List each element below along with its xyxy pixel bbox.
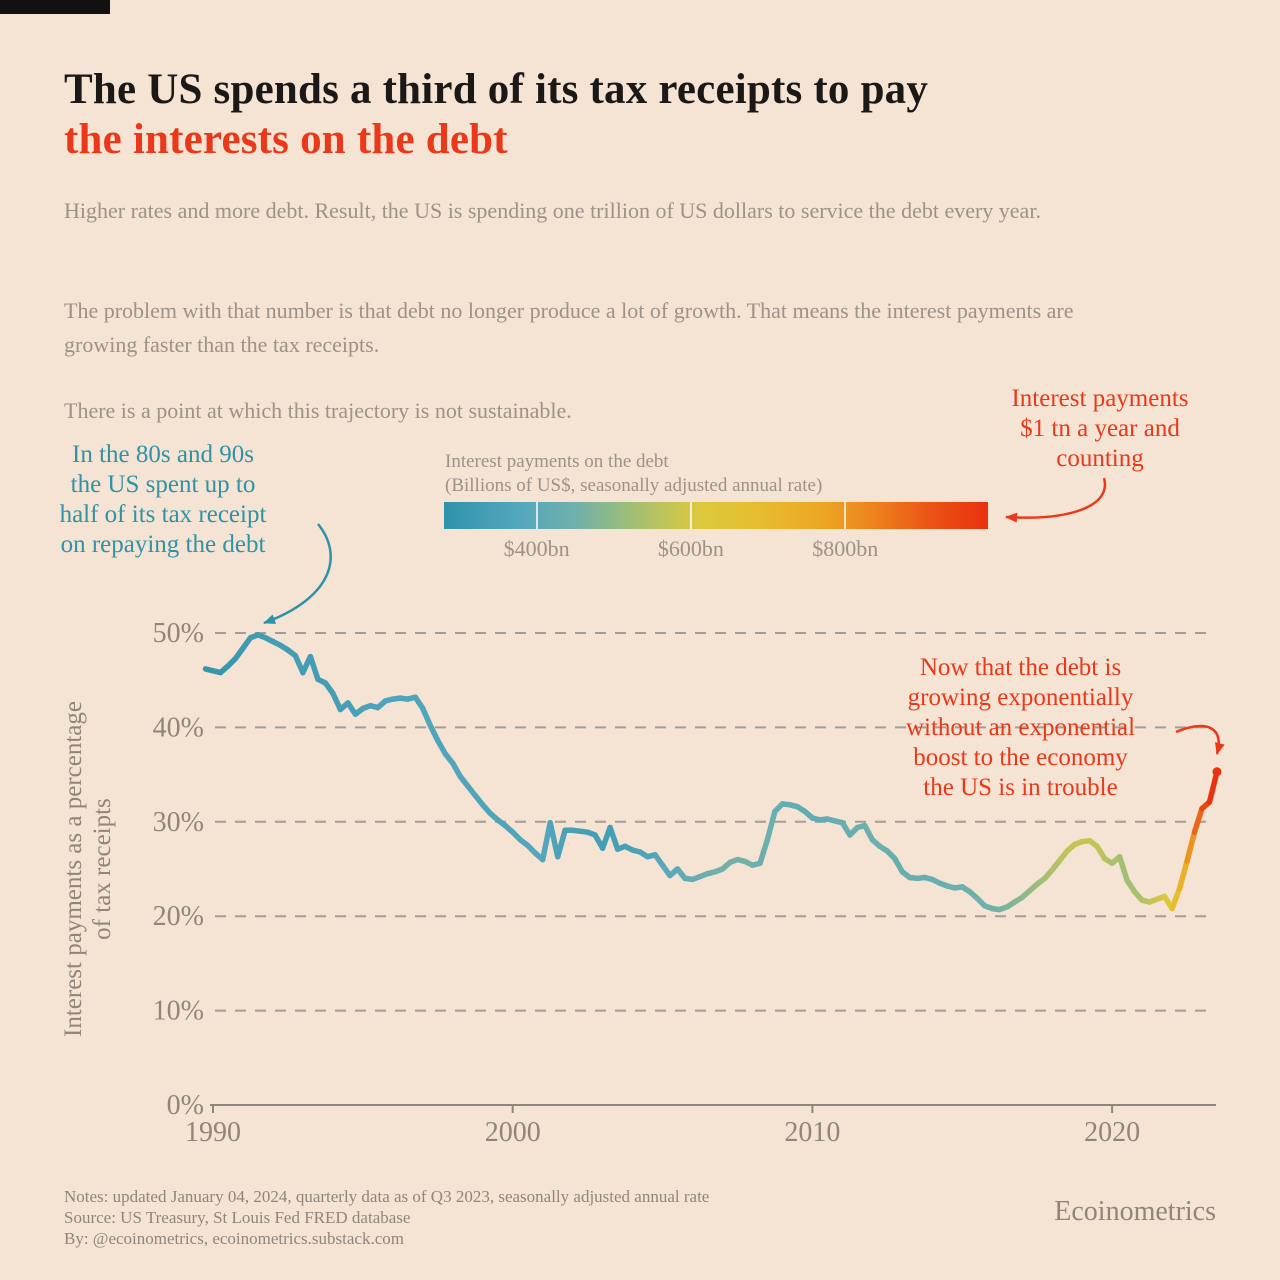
y-tick-label-30: 30% (153, 807, 204, 838)
page-title-line2: the interests on the debt (64, 115, 508, 163)
x-tick-label-2010: 2010 (784, 1117, 840, 1148)
x-tick-label-2020: 2020 (1084, 1117, 1140, 1148)
data-line-segment (1169, 886, 1183, 912)
annotation-trouble-line3: without an exponential (905, 714, 1136, 741)
colorbar-tick-600bn: $600bn (657, 536, 724, 561)
red-right-annotation-arrow (1175, 724, 1225, 755)
intro-paragraph-3: There is a point at which this trajector… (64, 398, 572, 423)
data-line-segment (427, 722, 441, 744)
annotation-80s-90s-line2: the US spent up to (70, 471, 256, 498)
colorbar-tick-400bn: $400bn (503, 536, 570, 561)
colorbar-gradient (444, 502, 988, 529)
annotation-80s-90s: In the 80s and 90s the US spent up to ha… (13, 440, 313, 560)
annotation-80s-90s-line1: In the 80s and 90s (72, 441, 254, 468)
data-line-segment (1206, 769, 1220, 805)
brand-logo-text: Ecoinometrics (1054, 1196, 1216, 1227)
colorbar-tick-mark (689, 502, 692, 529)
annotation-trouble-line5: the US is in trouble (923, 774, 1118, 801)
corner-black-bar (0, 0, 110, 14)
plot-area: 0% 10% 20% 30% 40% 50% 1990 2000 2010 2020 (153, 618, 1222, 1148)
data-line-segment (330, 690, 344, 713)
annotation-80s-90s-line4: on repaying the debt (60, 531, 266, 558)
data-line-segment (1184, 829, 1198, 865)
data-line-segment (420, 705, 434, 729)
annotation-trouble-line2: growing exponentially (907, 684, 1134, 711)
y-axis-label-line2: of tax receipts (89, 798, 116, 940)
intro-paragraph-1: Higher rates and more debt. Result, the … (64, 198, 1041, 223)
y-tick-label-40: 40% (153, 712, 204, 743)
annotation-trouble-line4: boost to the economy (913, 744, 1128, 771)
x-tick-label-2000: 2000 (485, 1117, 541, 1148)
page-title-line1: The US spends a third of its tax receipt… (64, 65, 929, 113)
footnotes: Notes: updated January 04, 2024, quarter… (64, 1186, 709, 1249)
teal-annotation-arrow (263, 523, 332, 625)
y-tick-label-10: 10% (153, 996, 204, 1027)
colorbar-label-line2: (Billions of US$, seasonally adjusted an… (445, 475, 823, 496)
colorbar-label: Interest payments on the debt (Billions … (445, 450, 822, 498)
colorbar-tick-mark (535, 502, 538, 529)
annotation-trouble: Now that the debt is growing exponential… (848, 653, 1193, 803)
data-line-endpoint (1212, 767, 1222, 777)
y-axis-label: Interest payments as a percentage of tax… (59, 589, 117, 1149)
annotation-1tn-line1: Interest payments (1011, 385, 1189, 412)
data-line-segment (757, 836, 771, 867)
colorbar-label-line1: Interest payments on the debt (445, 451, 669, 472)
y-tick-label-0: 0% (167, 1090, 204, 1121)
intro-paragraph-2: The problem with that number is that deb… (64, 298, 1074, 357)
annotation-80s-90s-line3: half of its tax receipt (59, 501, 267, 528)
data-line-segment (1116, 853, 1130, 884)
annotation-trouble-line1: Now that the debt is (919, 654, 1122, 681)
annotation-1tn: Interest payments $1 tn a year and count… (955, 384, 1245, 474)
data-line-segment (764, 808, 778, 843)
page-title: The US spends a third of its tax receipt… (64, 65, 928, 165)
footnote-byline: By: @ecoinometrics, ecoinometrics.substa… (64, 1229, 404, 1248)
y-axis-label-line1: Interest payments as a percentage (60, 701, 87, 1037)
x-tick-label-1990: 1990 (185, 1117, 241, 1148)
data-line-segment (1191, 805, 1205, 835)
data-line-segment (607, 824, 621, 852)
data-line-segment (1176, 858, 1190, 892)
footnote-source: Source: US Treasury, St Louis Fed FRED d… (64, 1208, 411, 1227)
colorbar-tick-800bn: $800bn (812, 536, 879, 561)
colorbar-tick-mark (844, 502, 847, 529)
y-tick-label-20: 20% (153, 901, 204, 932)
data-line-segment (307, 653, 321, 683)
y-tick-label-50: 50% (153, 618, 204, 649)
annotation-1tn-line2: $1 tn a year and (1020, 415, 1180, 442)
data-line-segment (554, 827, 568, 860)
footnote-notes: Notes: updated January 04, 2024, quarter… (64, 1187, 710, 1206)
red-top-annotation-arrow (1005, 477, 1107, 523)
annotation-1tn-line3: counting (1056, 445, 1144, 472)
